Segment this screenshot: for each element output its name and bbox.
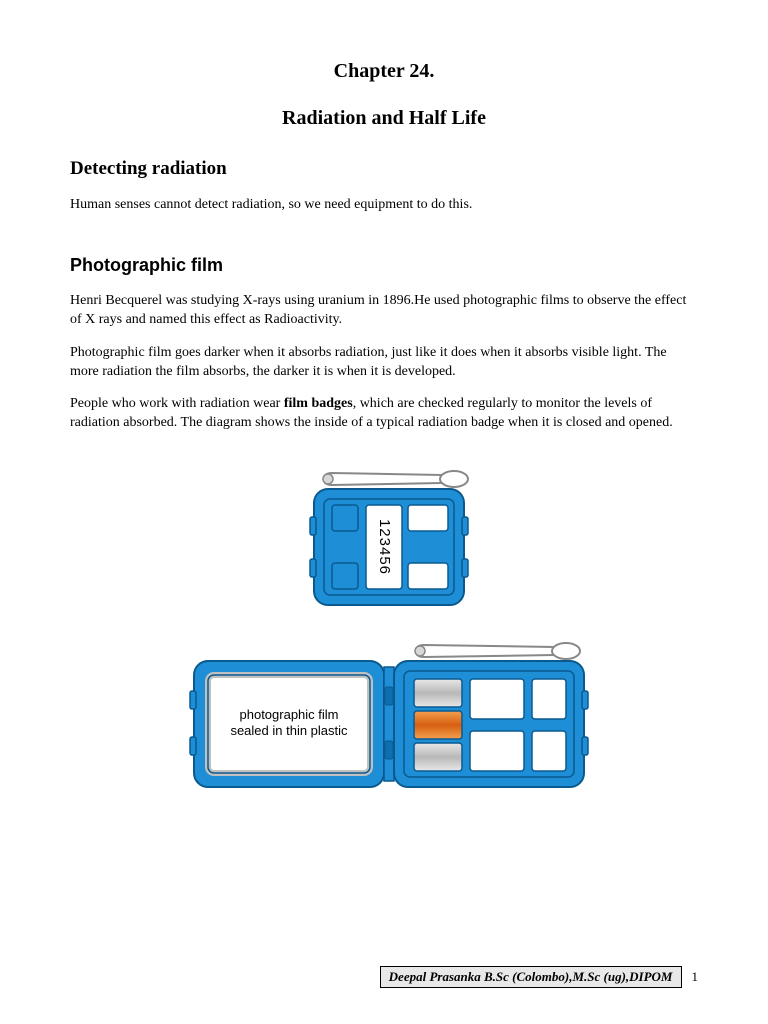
chapter-number: Chapter 24.	[70, 60, 698, 83]
badge-id-text: 123456	[376, 519, 393, 575]
page-number: 1	[692, 969, 699, 985]
photofilm-para1: Henri Becquerel was studying X-rays usin…	[70, 292, 698, 330]
chapter-title: Radiation and Half Life	[70, 107, 698, 130]
footer-author: Deepal Prasanka B.Sc (Colombo),M.Sc (ug)…	[380, 966, 682, 988]
safety-pin-icon	[415, 643, 580, 659]
open-badge-svg: photographic film sealed in thin plastic	[174, 637, 594, 797]
para3-bold: film badges	[284, 396, 353, 411]
photofilm-para2: Photographic film goes darker when it ab…	[70, 344, 698, 382]
section-photofilm-heading: Photographic film	[70, 255, 698, 276]
safety-pin-icon	[323, 471, 468, 487]
badge-diagram: 123456 photographic film sealed in thin …	[70, 463, 698, 797]
film-label-1: photographic film	[240, 707, 339, 722]
closed-badge-svg: 123456	[274, 463, 494, 613]
para3-a: People who work with radiation wear	[70, 396, 284, 411]
film-label-2: sealed in thin plastic	[230, 723, 348, 738]
page-footer: Deepal Prasanka B.Sc (Colombo),M.Sc (ug)…	[380, 966, 698, 988]
photofilm-para3: People who work with radiation wear film…	[70, 395, 698, 433]
detecting-para: Human senses cannot detect radiation, so…	[70, 196, 698, 215]
section-detecting-heading: Detecting radiation	[70, 158, 698, 180]
